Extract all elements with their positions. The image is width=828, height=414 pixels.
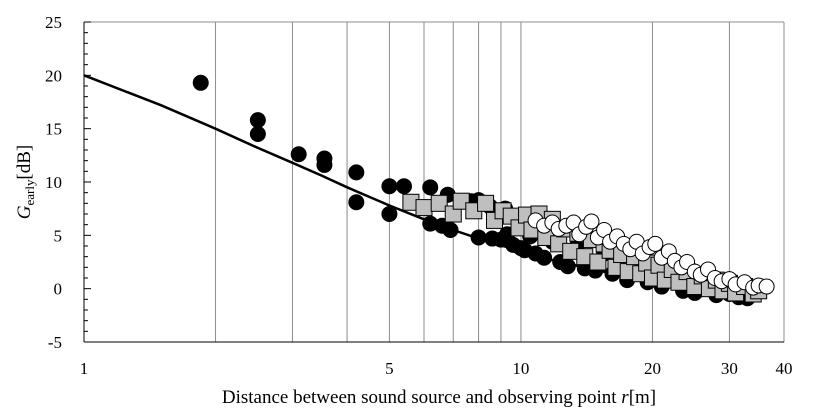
x-axis-title-prefix: Distance between sound source and observ…: [222, 387, 621, 408]
y-tick-label: 0: [54, 280, 63, 299]
filled-circle-point: [422, 179, 439, 196]
x-axis-title-variable: r: [621, 387, 629, 408]
y-axis-title-main: G: [14, 205, 35, 219]
x-tick-label: 1: [80, 359, 89, 378]
filled-circle-point: [559, 258, 576, 275]
grid-lines: [84, 21, 785, 342]
y-tick-label: 25: [45, 13, 62, 32]
x-tick-label: 30: [721, 359, 738, 378]
filled-circle-point: [316, 156, 333, 173]
open-circle-point: [583, 213, 600, 230]
x-tick-label: 40: [776, 359, 793, 378]
filled-circle-point: [381, 206, 398, 222]
y-tick-label: 10: [45, 173, 62, 192]
filled-circle-point: [381, 178, 398, 195]
y-tick-label: 5: [54, 226, 63, 245]
y-axis-title: Gearly[dB]: [14, 145, 37, 220]
filled-circle-point: [396, 178, 413, 195]
y-tick-label: 15: [45, 120, 62, 139]
filled-circle-point: [348, 194, 365, 211]
filled-circle-point: [290, 146, 307, 163]
open-circle-point: [647, 235, 664, 252]
gray-square-point: [415, 199, 433, 217]
open-circle-point: [758, 278, 775, 295]
x-axis-title-suffix: [m]: [629, 387, 656, 408]
x-tick-label: 10: [512, 359, 529, 378]
gray-square-point: [477, 194, 495, 212]
y-tick-label: -5: [48, 333, 62, 352]
filled-circle-point: [470, 229, 487, 246]
x-tick-label: 5: [385, 359, 394, 378]
filled-circle-point: [442, 222, 459, 238]
gray-square-point: [430, 194, 448, 212]
filled-circle-point: [348, 164, 365, 181]
filled-circle-point: [249, 126, 266, 142]
data-points: [192, 74, 775, 307]
y-tick-marks: [84, 21, 91, 343]
y-tick-label: 20: [45, 66, 62, 85]
filled-circle-point: [192, 74, 209, 91]
y-axis-title-suffix: [dB]: [14, 145, 35, 180]
x-axis-title: Distance between sound source and observ…: [222, 387, 656, 408]
x-tick-label: 20: [644, 359, 661, 378]
filled-circle-point: [536, 249, 553, 266]
y-axis-title-subscript: early: [22, 179, 37, 205]
gray-square-point: [452, 192, 470, 210]
filled-circle-point: [249, 112, 266, 129]
